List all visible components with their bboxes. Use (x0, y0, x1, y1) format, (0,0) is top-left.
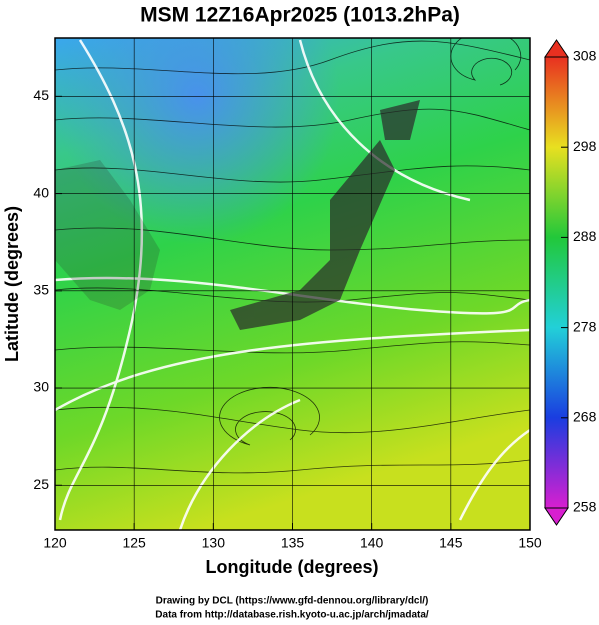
y-tick-label: 45 (33, 87, 49, 103)
x-tick-label: 120 (43, 535, 67, 551)
x-tick-label: 150 (518, 535, 542, 551)
colorbar-tick-label: 298 (573, 138, 597, 154)
colorbar-tick-label: 278 (573, 318, 597, 334)
y-tick-label: 30 (33, 379, 49, 395)
colorbar-min-triangle (544, 507, 569, 526)
y-tick-label: 40 (33, 184, 49, 200)
y-tick-label: 25 (33, 476, 49, 492)
x-tick-label: 145 (439, 535, 463, 551)
credit: Drawing by DCL (https://www.gfd-dennou.o… (156, 596, 429, 607)
colorbar (544, 56, 569, 509)
colorbar-tick-label: 258 (573, 499, 597, 515)
y-tick-label: 35 (33, 282, 49, 298)
colorbar-tick-label: 268 (573, 409, 597, 425)
colorbar-tick-label: 288 (573, 228, 597, 244)
y-axis-label: Latitude (degrees) (2, 206, 22, 362)
x-tick-label: 140 (360, 535, 384, 551)
colorbar-max-triangle (544, 39, 569, 58)
x-tick-label: 135 (281, 535, 305, 551)
x-axis-label: Longitude (degrees) (205, 557, 378, 577)
colorbar-tick-label: 308 (573, 48, 597, 64)
x-tick-label: 130 (202, 535, 226, 551)
x-tick-label: 125 (122, 535, 146, 551)
chart-title: MSM 12Z16Apr2025 (1013.2hPa) (140, 4, 460, 27)
credit: Data from http://database.rish.kyoto-u.a… (155, 610, 429, 621)
